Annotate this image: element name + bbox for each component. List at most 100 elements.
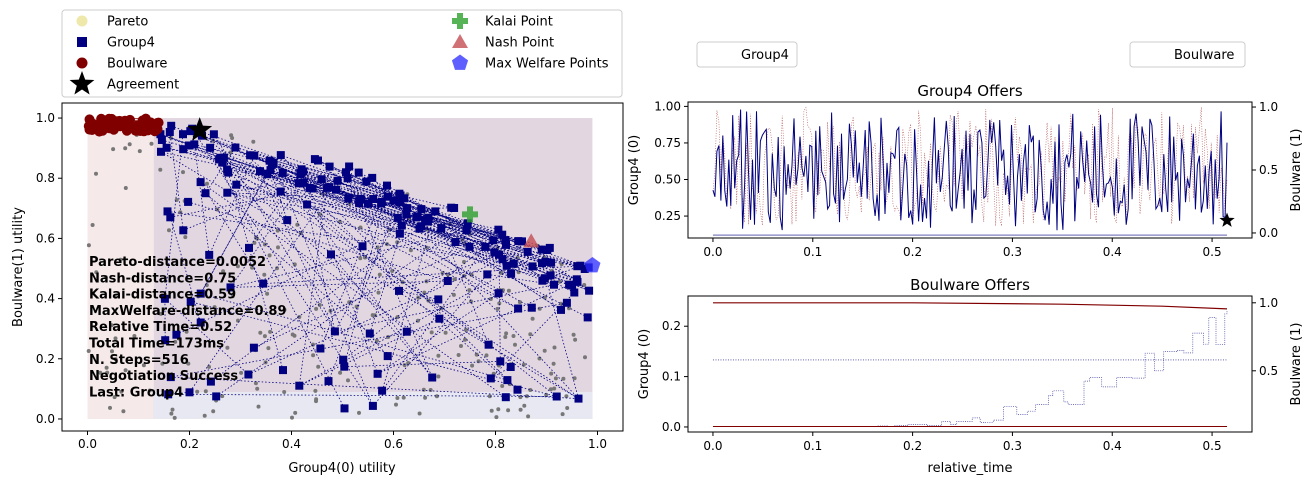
main-ytick-label: 0.4 xyxy=(36,292,55,306)
outcome-point xyxy=(537,306,542,311)
main-xtick-label: 0.4 xyxy=(282,437,301,451)
outcome-point xyxy=(265,291,270,296)
main-legend: Pareto Group4 Boulware Agreement Kalai Point… xyxy=(61,9,623,98)
result-annotation-line: Kalai-distance=0.59 xyxy=(89,288,236,303)
outcome-point xyxy=(110,349,114,354)
group4-offer-marker xyxy=(283,216,292,225)
group4-offer-marker xyxy=(157,147,165,156)
group4-offer-marker xyxy=(279,366,287,375)
group4-offers-xtick-label: 0.5 xyxy=(1203,245,1222,259)
main-ytick-label: 0.2 xyxy=(36,352,55,366)
boulware-legend-frame xyxy=(1129,41,1246,68)
outcome-point xyxy=(112,395,117,400)
group4-legend-label: Group4 xyxy=(741,48,789,63)
outcome-point xyxy=(423,395,428,400)
outcome-point xyxy=(434,394,439,399)
outcome-point xyxy=(158,311,163,316)
group4-offer-marker xyxy=(179,130,187,139)
nash-point-marker xyxy=(523,233,540,248)
group4-offer-marker xyxy=(489,236,498,245)
outcome-point xyxy=(109,323,114,328)
group4-offer-marker xyxy=(365,329,374,338)
boulware-offers-title: Boulware Offers xyxy=(910,276,1030,294)
outcome-point xyxy=(255,386,260,391)
group4-offer-marker xyxy=(378,386,387,395)
outcome-point xyxy=(258,330,263,335)
group4-offer-marker xyxy=(585,286,594,295)
group4-offers-ylabel-left: Group4 (0) xyxy=(627,135,642,205)
outcome-point xyxy=(402,363,407,368)
group4-offer-marker xyxy=(397,221,406,230)
legend-label-agreement: Agreement xyxy=(107,78,179,93)
boulware-offers-ytick-right-label: 1.0 xyxy=(1259,296,1278,310)
outcome-point xyxy=(385,242,389,247)
group4-offer-marker xyxy=(428,373,437,382)
group4-offer-marker xyxy=(179,145,188,154)
group4-offer-marker xyxy=(486,374,495,383)
group4-offer-marker xyxy=(184,141,193,150)
group4-offer-marker xyxy=(583,313,592,322)
boulware-offers-xtick-label: 0.5 xyxy=(1203,439,1222,453)
main-xtick-label: 0.2 xyxy=(180,437,199,451)
group4-offers-plot: Group4 Offers 0.0 0.1 0.2 0.3 0.4 0.50.250.50… xyxy=(627,82,1304,259)
outcome-point xyxy=(474,352,479,357)
outcome-point xyxy=(160,361,165,366)
group4-offer-marker xyxy=(324,377,333,386)
group4-offers-xtick-label: 0.2 xyxy=(903,245,922,259)
outcome-point xyxy=(561,376,566,381)
main-axes-frame xyxy=(61,102,624,432)
group4-offer-marker xyxy=(354,168,363,177)
outcome-point xyxy=(564,394,569,399)
group4-offer-marker xyxy=(224,168,233,177)
group4-offers-ytick-left-label: 1.00 xyxy=(654,99,681,113)
outcome-point xyxy=(205,181,209,186)
group4-offer-marker xyxy=(209,130,218,139)
outcome-point xyxy=(417,411,422,416)
group4-offer-marker xyxy=(294,179,303,188)
outcome-point xyxy=(127,142,132,147)
outcome-point xyxy=(337,219,342,224)
group4-offer-marker xyxy=(317,175,326,184)
group4-offer-marker xyxy=(528,262,537,271)
outcome-point xyxy=(313,388,318,393)
outcome-point xyxy=(560,412,565,417)
main-ytick-label: 1.0 xyxy=(36,111,55,125)
group4-offer-marker xyxy=(574,394,583,403)
outcome-point xyxy=(503,335,508,339)
group4-offer-marker xyxy=(231,143,240,152)
outcome-point xyxy=(202,413,207,418)
outcome-point xyxy=(262,334,267,339)
group4-offer-marker xyxy=(377,199,386,208)
outcome-point xyxy=(221,269,226,274)
legend-marker-pareto xyxy=(76,15,88,27)
group4-offer-marker xyxy=(393,213,402,222)
outcome-point xyxy=(103,275,108,280)
outcome-point xyxy=(113,336,118,341)
outcome-point xyxy=(230,294,235,299)
boulware-legend-label: Boulware xyxy=(1174,48,1234,63)
group4-offer-marker xyxy=(205,250,214,259)
group4-offer-marker xyxy=(395,229,404,238)
outcome-point xyxy=(386,335,391,339)
utility-scatter-plot: 0.0 0.2 0.4 0.6 0.8 1.0 0.0 0.2 0.4 0.6 0.8 1.0 Gro… xyxy=(11,102,624,476)
group4-offer-marker xyxy=(232,180,241,189)
outcome-point xyxy=(266,346,271,351)
outcome-point xyxy=(108,405,112,410)
outcome-point xyxy=(548,387,553,392)
agreement-marker xyxy=(187,117,213,141)
group4-offer-marker xyxy=(223,188,232,197)
outcome-point xyxy=(496,407,501,412)
group4-offer-marker xyxy=(495,250,503,259)
outcome-point xyxy=(251,139,256,144)
outcome-point xyxy=(137,149,142,154)
outcome-point xyxy=(469,299,473,304)
outcome-point xyxy=(317,303,322,307)
group4-offer-marker xyxy=(325,162,334,171)
group4-offer-marker xyxy=(537,245,546,254)
result-annotation-line: MaxWelfare-distance=0.89 xyxy=(89,304,287,319)
outcome-point xyxy=(311,353,316,358)
group4-offer-marker xyxy=(514,237,523,246)
boulware-offers-ylabel-right: Boulware (1) xyxy=(1289,323,1304,406)
group4-offer-marker xyxy=(185,388,194,397)
boulware-offers-ylabel-left: Group4 (0) xyxy=(637,329,652,399)
